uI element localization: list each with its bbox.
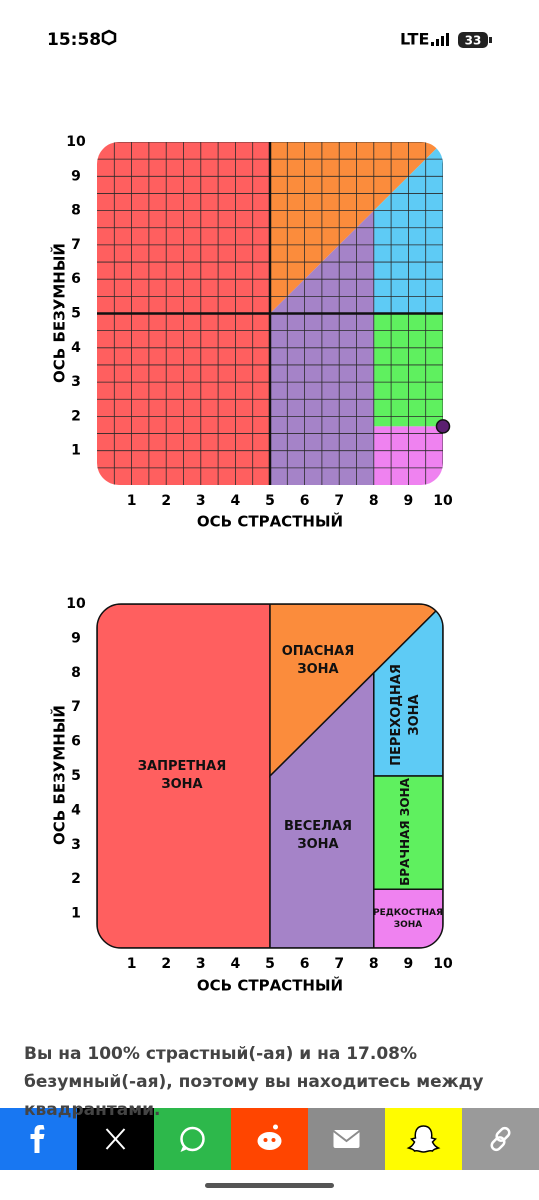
y-tick-label: 10 (66, 134, 86, 150)
home-indicator (205, 1183, 334, 1188)
y-tick-label: 1 (71, 443, 81, 459)
y-tick-label: 7 (71, 699, 81, 715)
y-tick-label: 6 (71, 734, 81, 750)
y-tick-label: 8 (71, 665, 81, 681)
x-tick-label: 6 (300, 493, 310, 509)
x-axis-title: ОСЬ СТРАСТНЫЙ (197, 976, 343, 995)
x-tick-label: 8 (369, 956, 379, 972)
x-tick-label: 9 (404, 493, 414, 509)
x-tick-label: 3 (196, 493, 206, 509)
zone-label-line: ПЕРЕХОДНАЯ (389, 664, 404, 766)
x-tick-label: 4 (231, 956, 241, 972)
x-tick-label: 4 (231, 493, 241, 509)
x-tick-label: 10 (433, 956, 453, 972)
y-tick-label: 3 (71, 374, 81, 390)
y-tick-label: 4 (71, 802, 81, 818)
result-text: Вы на 100% страстный(-ая) и на 17.08% бе… (24, 1044, 484, 1120)
zone-label-line: РЕДКОСТНАЯ (373, 907, 443, 917)
y-axis-title: ОСЬ БЕЗУМНЫЙ (50, 243, 69, 383)
zone-label-line: ЗОНА (161, 776, 202, 791)
battery-tip (489, 37, 492, 43)
clock: 15:58 (47, 30, 101, 50)
battery-level: 33 (465, 34, 482, 48)
y-tick-label: 5 (71, 306, 81, 322)
y-tick-label: 6 (71, 271, 81, 287)
y-tick-label: 2 (71, 408, 81, 424)
network-type: LTE (400, 30, 429, 49)
share-copy-link-button[interactable] (462, 1108, 539, 1170)
x-tick-label: 8 (369, 493, 379, 509)
y-tick-label: 3 (71, 837, 81, 853)
reddit-antenna (273, 1124, 278, 1130)
zone-label-line: ОПАСНАЯ (282, 644, 354, 659)
x-tick-label: 2 (161, 956, 171, 972)
y-tick-label: 8 (71, 203, 81, 219)
share-whatsapp-button[interactable] (154, 1108, 231, 1170)
zone-label: ОПАСНАЯ ЗОНА (282, 644, 354, 677)
zone-label-line: ЗОНА (297, 836, 338, 851)
whatsapp-tail (180, 1145, 188, 1152)
zone-label: ВЕСЕЛАЯ ЗОНА (284, 819, 352, 852)
x-tick-label: 10 (433, 493, 453, 509)
x-tick-label: 2 (161, 493, 171, 509)
x-icon (105, 1128, 126, 1150)
plot-area (97, 604, 443, 948)
whatsapp-icon (180, 1126, 205, 1152)
result-point (435, 419, 451, 434)
snapchat-icon (406, 1125, 441, 1153)
x-tick-label: 5 (265, 956, 275, 972)
email-flap (332, 1130, 361, 1143)
x-tick-label: 7 (334, 493, 344, 509)
reddit-eye (263, 1138, 268, 1142)
zone-label: РЕДКОСТНАЯ ЗОНА (373, 907, 443, 929)
x-axis-title: ОСЬ СТРАСТНЫЙ (197, 512, 343, 531)
signal-icon (431, 33, 449, 46)
zone-label: ЗАПРЕТНАЯ ЗОНА (138, 759, 226, 792)
zone-label-line: ЗАПРЕТНАЯ (138, 759, 226, 774)
email-icon (333, 1130, 360, 1148)
plot-border (96, 603, 444, 949)
x-tick-label: 6 (300, 956, 310, 972)
x-tick-label: 9 (404, 956, 414, 972)
y-tick-label: 1 (71, 906, 81, 922)
share-bar (0, 1108, 539, 1170)
zone-label-line: ЗОНА (297, 661, 338, 676)
zone-label-line: ВЕСЕЛАЯ (284, 819, 352, 834)
y-axis-title: ОСЬ БЕЗУМНЫЙ (50, 705, 69, 845)
zone (373, 888, 443, 948)
zone-label-line: ЗОНА (406, 694, 421, 735)
y-tick-label: 9 (71, 168, 81, 184)
zone-label-line: БРАЧНАЯ ЗОНА (398, 777, 412, 885)
reddit-eye (271, 1138, 276, 1142)
x-tick-label: 3 (196, 956, 206, 972)
reddit-icon (257, 1132, 282, 1150)
zone-label: БРАЧНАЯ ЗОНА (398, 777, 412, 885)
notification-icon (101, 29, 117, 46)
x-tick-label: 1 (127, 493, 137, 509)
zone (97, 604, 271, 948)
x-tick-label: 7 (334, 956, 344, 972)
x-tick-label: 1 (127, 956, 137, 972)
zone-label-line: ЗОНА (394, 920, 423, 930)
zone-label: ПЕРЕХОДНАЯ ЗОНА (389, 664, 422, 766)
x-tick-label: 5 (265, 493, 275, 509)
y-tick-label: 4 (71, 340, 81, 356)
y-tick-label: 9 (71, 630, 81, 646)
y-tick-label: 10 (66, 596, 86, 612)
plot-area (97, 142, 443, 485)
y-tick-label: 5 (71, 768, 81, 784)
link-icon (495, 1126, 511, 1142)
y-tick-label: 2 (71, 871, 81, 887)
link-icon (490, 1136, 506, 1152)
facebook-icon (30, 1125, 45, 1153)
y-tick-label: 7 (71, 237, 81, 253)
battery-icon (458, 32, 488, 48)
